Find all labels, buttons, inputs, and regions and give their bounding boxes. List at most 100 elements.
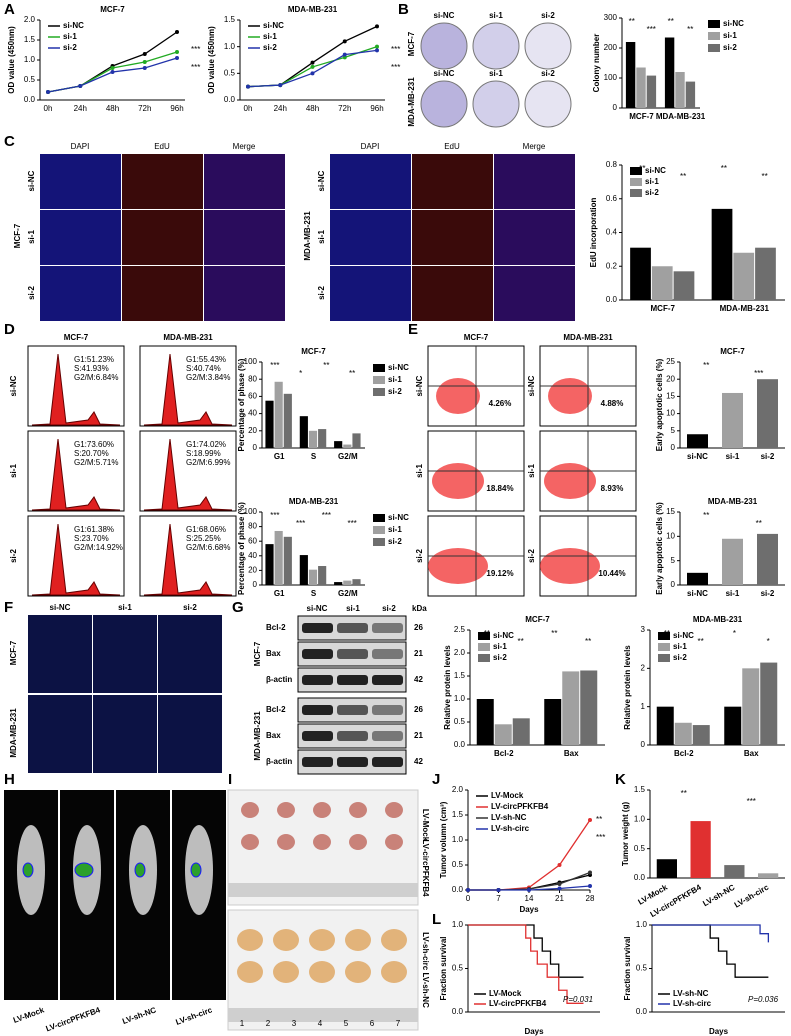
y-tick-label: 80 — [248, 374, 257, 383]
legend-swatch — [658, 632, 670, 640]
percent-text: 19.12% — [486, 569, 513, 578]
y-tick-label: 0 — [253, 580, 258, 589]
bar — [334, 441, 343, 448]
legend-label: si-1 — [673, 642, 687, 651]
bar — [760, 662, 778, 745]
point — [557, 886, 562, 891]
protein-label: β-actin — [266, 757, 292, 766]
y-tick-label: 3 — [641, 625, 646, 634]
blot-band — [372, 731, 403, 741]
y-axis-label: Early apoptotic cells (%) — [655, 358, 664, 451]
x-tick-label: 14 — [525, 894, 534, 903]
y-axis-label: Fraction survival — [439, 936, 448, 1000]
legend-label: LV-Mock — [489, 989, 522, 998]
flow-cloud — [428, 548, 488, 584]
microscopy-image — [122, 154, 203, 209]
y-tick-label: 0.5 — [224, 68, 236, 77]
bar — [692, 725, 710, 745]
y-tick-label: 1.5 — [24, 35, 36, 44]
legend-swatch — [630, 189, 642, 197]
legend-label: si-NC — [645, 166, 666, 175]
x-tick-label: S — [311, 589, 317, 598]
kda-label: 42 — [414, 757, 423, 766]
y-tick-label: 0 — [613, 103, 618, 112]
y-tick-label: 0.5 — [24, 75, 36, 84]
histogram-peak — [31, 523, 121, 596]
chart-title: MDA-MB-231 — [708, 497, 758, 506]
legend-swatch — [373, 364, 385, 372]
legend-swatch — [478, 632, 490, 640]
bar — [722, 392, 743, 448]
chart-title: MDA-MB-231 — [289, 497, 339, 506]
y-tick-label: 2.5 — [454, 625, 466, 634]
blot-band — [302, 705, 333, 715]
x-tick-label: LV-sh-circ — [733, 882, 771, 909]
y-tick-label: 15 — [666, 392, 675, 401]
y-tick-label: 0.0 — [24, 95, 36, 104]
blot-band — [372, 649, 403, 659]
legend-swatch — [373, 514, 385, 522]
bar — [299, 416, 308, 448]
y-axis-label: OD value (450nm) — [7, 26, 16, 94]
y-tick-label: 20 — [666, 374, 675, 383]
x-tick-label: S — [311, 452, 317, 461]
y-tick-label: 60 — [248, 392, 257, 401]
point — [557, 863, 562, 867]
phase-text: G2/M:3.84% — [186, 373, 230, 382]
legend-label: si-NC — [493, 631, 514, 640]
y-tick-label: 0.5 — [634, 844, 646, 853]
bar — [724, 865, 745, 878]
x-axis-label: Days — [709, 1027, 729, 1036]
legend-label: si-2 — [63, 43, 77, 52]
ruler-number: 3 — [292, 1019, 297, 1028]
protein-label: Bax — [266, 649, 281, 658]
bar — [664, 37, 675, 108]
column-label: si-1 — [489, 69, 503, 78]
column-label: si-2 — [382, 604, 396, 613]
y-tick-label: 0.8 — [606, 160, 618, 169]
phase-text: G2/M:6.84% — [74, 373, 118, 382]
blot-band — [302, 623, 333, 633]
y-tick-label: 25 — [666, 357, 675, 366]
y-tick-label: 100 — [604, 73, 618, 82]
point — [588, 884, 592, 888]
bar — [675, 72, 685, 108]
blot-band — [337, 757, 368, 767]
row-label: si-2 — [9, 549, 18, 563]
phase-text: S:23.70% — [74, 534, 109, 543]
x-tick-label: si-NC — [687, 452, 708, 461]
y-tick-label: 1.5 — [454, 671, 466, 680]
blot-band — [337, 731, 368, 741]
annotation: ** — [639, 164, 645, 173]
histogram-frame — [27, 515, 125, 597]
annotation: ** — [703, 361, 709, 370]
panel-letter: L — [432, 911, 441, 928]
annotation: P=0.036 — [748, 995, 779, 1004]
annotation: * — [733, 629, 736, 638]
y-tick-label: 0.4 — [606, 228, 618, 237]
annotation: *** — [322, 511, 331, 520]
y-tick-label: 0 — [671, 443, 676, 452]
legend-label: si-1 — [388, 375, 402, 384]
chart-title: MCF-7 — [525, 615, 550, 624]
bar — [656, 859, 677, 878]
bar — [755, 247, 776, 300]
phase-text: G1:68.06% — [186, 525, 226, 534]
point — [175, 30, 179, 34]
panel-letter: F — [4, 599, 13, 616]
phase-text: S:25.25% — [186, 534, 221, 543]
point — [527, 888, 531, 892]
histogram-peak — [143, 438, 233, 511]
bar — [299, 555, 308, 585]
legend-swatch — [478, 654, 490, 662]
microscopy-image — [122, 266, 203, 321]
legend-label: LV-sh-circ — [673, 999, 712, 1008]
y-tick-label: 100 — [244, 507, 258, 516]
column-label: MCF-7 — [464, 333, 489, 342]
column-label: Merge — [523, 142, 546, 151]
luminescence — [22, 862, 34, 878]
y-tick-label: 0.5 — [452, 860, 464, 869]
row-label: si-2 — [527, 549, 536, 563]
annotation: ** — [703, 511, 709, 520]
annotation: *** — [391, 45, 400, 54]
